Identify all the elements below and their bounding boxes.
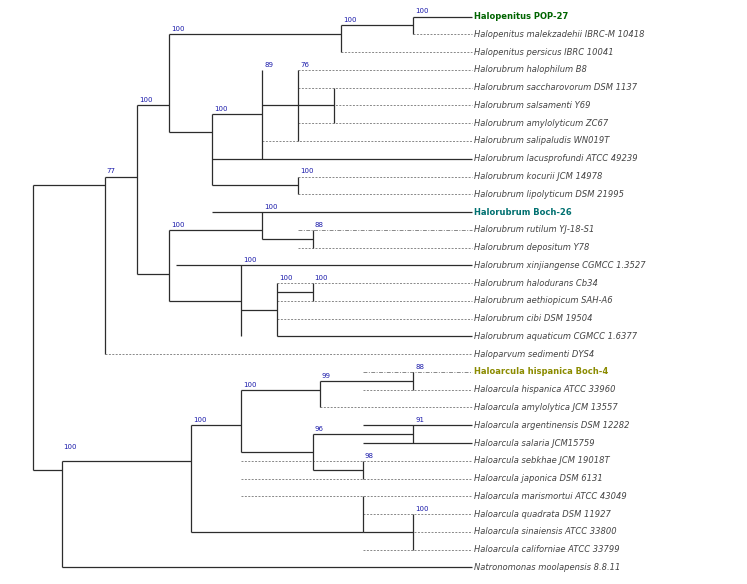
Text: 100: 100 [214,106,228,112]
Text: 77: 77 [107,168,116,175]
Text: 91: 91 [415,417,424,423]
Text: 100: 100 [243,381,256,388]
Text: Haloarcula marismortui ATCC 43049: Haloarcula marismortui ATCC 43049 [474,492,627,501]
Text: Haloarcula hispanica ATCC 33960: Haloarcula hispanica ATCC 33960 [474,385,616,394]
Text: Halorubrum saccharovorum DSM 1137: Halorubrum saccharovorum DSM 1137 [474,83,637,92]
Text: 100: 100 [314,275,328,281]
Text: 100: 100 [415,9,429,15]
Text: 76: 76 [300,62,309,68]
Text: 89: 89 [264,62,273,68]
Text: Haloparvum sedimenti DYS4: Haloparvum sedimenti DYS4 [474,350,594,359]
Text: Halorubrum lipolyticum DSM 21995: Halorubrum lipolyticum DSM 21995 [474,190,624,199]
Text: Halorubrum kocurii JCM 14978: Halorubrum kocurii JCM 14978 [474,172,602,181]
Text: 100: 100 [171,222,185,228]
Text: 100: 100 [193,417,206,423]
Text: Haloarcula californiae ATCC 33799: Haloarcula californiae ATCC 33799 [474,545,619,554]
Text: 88: 88 [415,364,424,370]
Text: Halopenitus POP-27: Halopenitus POP-27 [474,12,568,21]
Text: 100: 100 [243,257,256,263]
Text: 100: 100 [139,98,152,103]
Text: Halorubrum rutilum YJ-18-S1: Halorubrum rutilum YJ-18-S1 [474,225,595,234]
Text: 100: 100 [264,204,278,210]
Text: 99: 99 [322,373,331,378]
Text: Haloarcula sebkhae JCM 19018T: Haloarcula sebkhae JCM 19018T [474,456,610,465]
Text: Haloarcula japonica DSM 6131: Haloarcula japonica DSM 6131 [474,474,603,483]
Text: 100: 100 [344,18,357,23]
Text: Halorubrum aethiopicum SAH-A6: Halorubrum aethiopicum SAH-A6 [474,297,613,305]
Text: 100: 100 [415,506,429,512]
Text: Halorubrum halodurans Cb34: Halorubrum halodurans Cb34 [474,279,598,287]
Text: Halorubrum Boch-26: Halorubrum Boch-26 [474,207,571,217]
Text: Haloarcula hispanica Boch-4: Haloarcula hispanica Boch-4 [474,367,608,377]
Text: 96: 96 [314,426,323,432]
Text: Halorubrum halophilum B8: Halorubrum halophilum B8 [474,65,587,74]
Text: 100: 100 [63,444,77,450]
Text: Halopenitus malekzadehii IBRC-M 10418: Halopenitus malekzadehii IBRC-M 10418 [474,30,645,39]
Text: 88: 88 [314,222,323,228]
Text: Halorubrum amylolyticum ZC67: Halorubrum amylolyticum ZC67 [474,119,608,128]
Text: Haloarcula salaria JCM15759: Haloarcula salaria JCM15759 [474,439,595,447]
Text: Halorubrum cibi DSM 19504: Halorubrum cibi DSM 19504 [474,314,592,323]
Text: Halorubrum salsamenti Y69: Halorubrum salsamenti Y69 [474,101,590,110]
Text: Haloarcula amylolytica JCM 13557: Haloarcula amylolytica JCM 13557 [474,403,618,412]
Text: Halorubrum aquaticum CGMCC 1.6377: Halorubrum aquaticum CGMCC 1.6377 [474,332,637,341]
Text: 100: 100 [171,26,185,32]
Text: Halopenitus persicus IBRC 10041: Halopenitus persicus IBRC 10041 [474,48,613,57]
Text: Haloarcula quadrata DSM 11927: Haloarcula quadrata DSM 11927 [474,510,611,519]
Text: Haloarcula sinaiensis ATCC 33800: Haloarcula sinaiensis ATCC 33800 [474,527,616,536]
Text: Halorubrum lacusprofundi ATCC 49239: Halorubrum lacusprofundi ATCC 49239 [474,154,637,164]
Text: Halorubrum xinjiangense CGMCC 1.3527: Halorubrum xinjiangense CGMCC 1.3527 [474,261,645,270]
Text: Halorubrum depositum Y78: Halorubrum depositum Y78 [474,243,589,252]
Text: Haloarcula argentinensis DSM 12282: Haloarcula argentinensis DSM 12282 [474,420,630,430]
Text: Natronomonas moolapensis 8.8.11: Natronomonas moolapensis 8.8.11 [474,563,620,572]
Text: 98: 98 [365,453,374,458]
Text: Halorubrum salipaludis WN019T: Halorubrum salipaludis WN019T [474,137,610,145]
Text: 100: 100 [300,168,314,175]
Text: 100: 100 [279,275,292,281]
